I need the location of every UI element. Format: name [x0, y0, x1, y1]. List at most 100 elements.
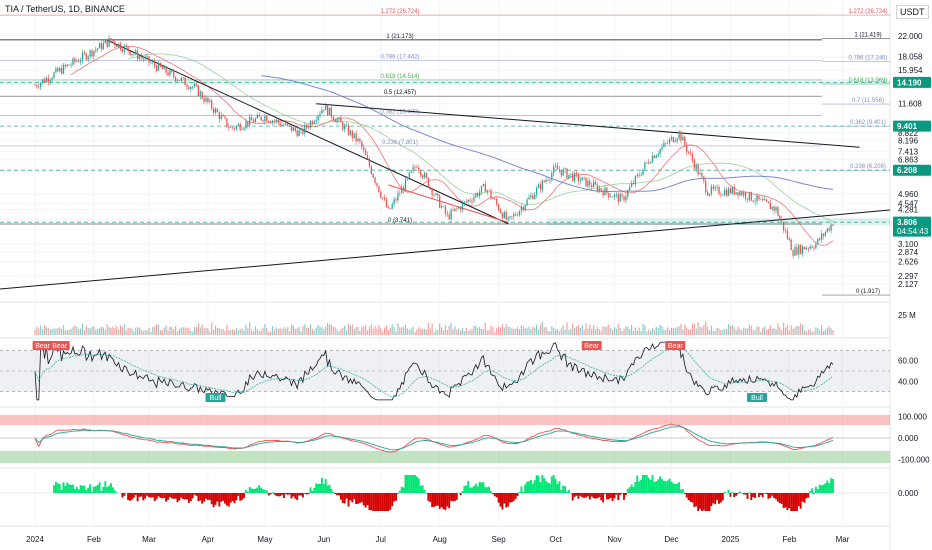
candle-body — [87, 56, 89, 60]
volume-bar — [431, 323, 433, 335]
candle-body — [463, 201, 466, 203]
volume-bar — [68, 329, 70, 335]
momentum-bar — [288, 493, 291, 495]
volume-bar — [771, 328, 773, 335]
volume-bar — [722, 329, 724, 335]
price-axis[interactable]: 22.00018.05815.95411.6088.8228.1967.4136… — [893, 32, 931, 289]
candle-body — [509, 216, 511, 218]
momentum-bar — [604, 493, 606, 494]
momentum-bar — [472, 486, 475, 493]
candle-body — [55, 68, 57, 73]
momentum-bar — [284, 493, 287, 495]
momentum-bar — [231, 493, 234, 502]
candle-body — [112, 40, 114, 42]
bull-signal-badge — [747, 393, 767, 402]
candle-body — [777, 207, 779, 216]
time-axis[interactable]: 2024 Feb Mar Apr May Jun Jul Aug Sep Oct Nov Dec 202… — [26, 535, 850, 544]
candle-body — [640, 175, 642, 176]
momentum-bar — [609, 493, 612, 499]
volume-bar — [435, 329, 437, 335]
candle-body — [575, 172, 578, 175]
momentum-bar — [332, 492, 335, 493]
price-tick-label: 4.281 — [898, 206, 919, 215]
momentum-bar — [254, 488, 257, 493]
candle-body — [290, 125, 293, 131]
volume-bar — [741, 330, 743, 335]
volume-bar — [802, 324, 804, 335]
momentum-bar — [199, 493, 202, 501]
momentum-bar — [381, 493, 384, 511]
time-tick-label: 2025 — [722, 535, 740, 544]
time-tick-label: 2024 — [26, 535, 44, 544]
symbol-title[interactable]: TIA / TetherUS, 1D, BINANCE — [5, 4, 125, 14]
momentum-bar — [453, 493, 456, 501]
momentum-bar — [809, 490, 812, 493]
candle-body — [222, 115, 224, 117]
momentum-bar — [281, 493, 283, 495]
momentum-bar — [129, 493, 131, 501]
candle-body — [98, 43, 101, 49]
candlestick-series[interactable] — [34, 35, 834, 259]
candle-body — [62, 64, 65, 74]
volume-bar — [64, 330, 66, 335]
momentum-bar — [539, 482, 542, 493]
momentum-bar — [585, 493, 587, 498]
volume-bar — [249, 322, 251, 335]
volume-bar — [499, 327, 502, 335]
momentum-bar — [286, 493, 289, 495]
candle-body — [763, 199, 766, 201]
candle-body — [617, 194, 619, 202]
momentum-bar — [146, 493, 149, 496]
candle-body — [648, 162, 650, 164]
volume-bar — [368, 326, 370, 335]
momentum-bar — [744, 493, 747, 495]
momentum-bar — [100, 490, 103, 493]
volume-bar — [712, 331, 714, 335]
candle-body — [739, 191, 741, 196]
candle-body — [211, 100, 213, 109]
candle-body — [64, 64, 67, 67]
volume-bar — [123, 324, 125, 335]
candle-body — [110, 38, 112, 41]
volume-bar — [477, 327, 479, 335]
momentum-bar — [621, 493, 624, 494]
volume-bar — [148, 327, 150, 335]
candle-body — [397, 193, 399, 201]
momentum-bar — [805, 493, 808, 499]
candle-body — [216, 108, 219, 113]
volume-bar — [828, 326, 830, 335]
volume-bar — [822, 331, 825, 335]
momentum-bar — [341, 493, 344, 503]
momentum-bar — [594, 493, 597, 499]
momentum-bar — [514, 493, 517, 499]
momentum-bar — [820, 485, 823, 493]
momentum-bar — [619, 493, 622, 495]
momentum-bar — [497, 493, 500, 503]
momentum-bar — [127, 493, 130, 500]
volume-bar — [349, 325, 351, 335]
volume-bar — [382, 331, 384, 335]
momentum-bar — [520, 486, 523, 493]
candle-body — [51, 78, 53, 80]
momentum-bar — [588, 493, 591, 500]
volume-bar — [376, 328, 378, 335]
volume-bar — [313, 330, 315, 335]
momentum-bar — [605, 493, 608, 500]
volume-bar — [300, 331, 302, 335]
volume-bar — [137, 327, 139, 335]
momentum-bar — [680, 489, 682, 493]
candle-body — [269, 121, 272, 123]
volume-bar — [178, 328, 180, 335]
volume-bar — [188, 327, 190, 335]
volume-bar — [463, 331, 465, 335]
candle-body — [429, 187, 431, 188]
volume-bar — [211, 322, 213, 335]
candle-body — [351, 130, 353, 138]
currency-button[interactable]: USDT — [896, 5, 929, 19]
volume-bar — [283, 326, 285, 335]
candle-body — [830, 224, 832, 231]
momentum-bar — [541, 475, 544, 493]
candle-body — [309, 121, 312, 128]
